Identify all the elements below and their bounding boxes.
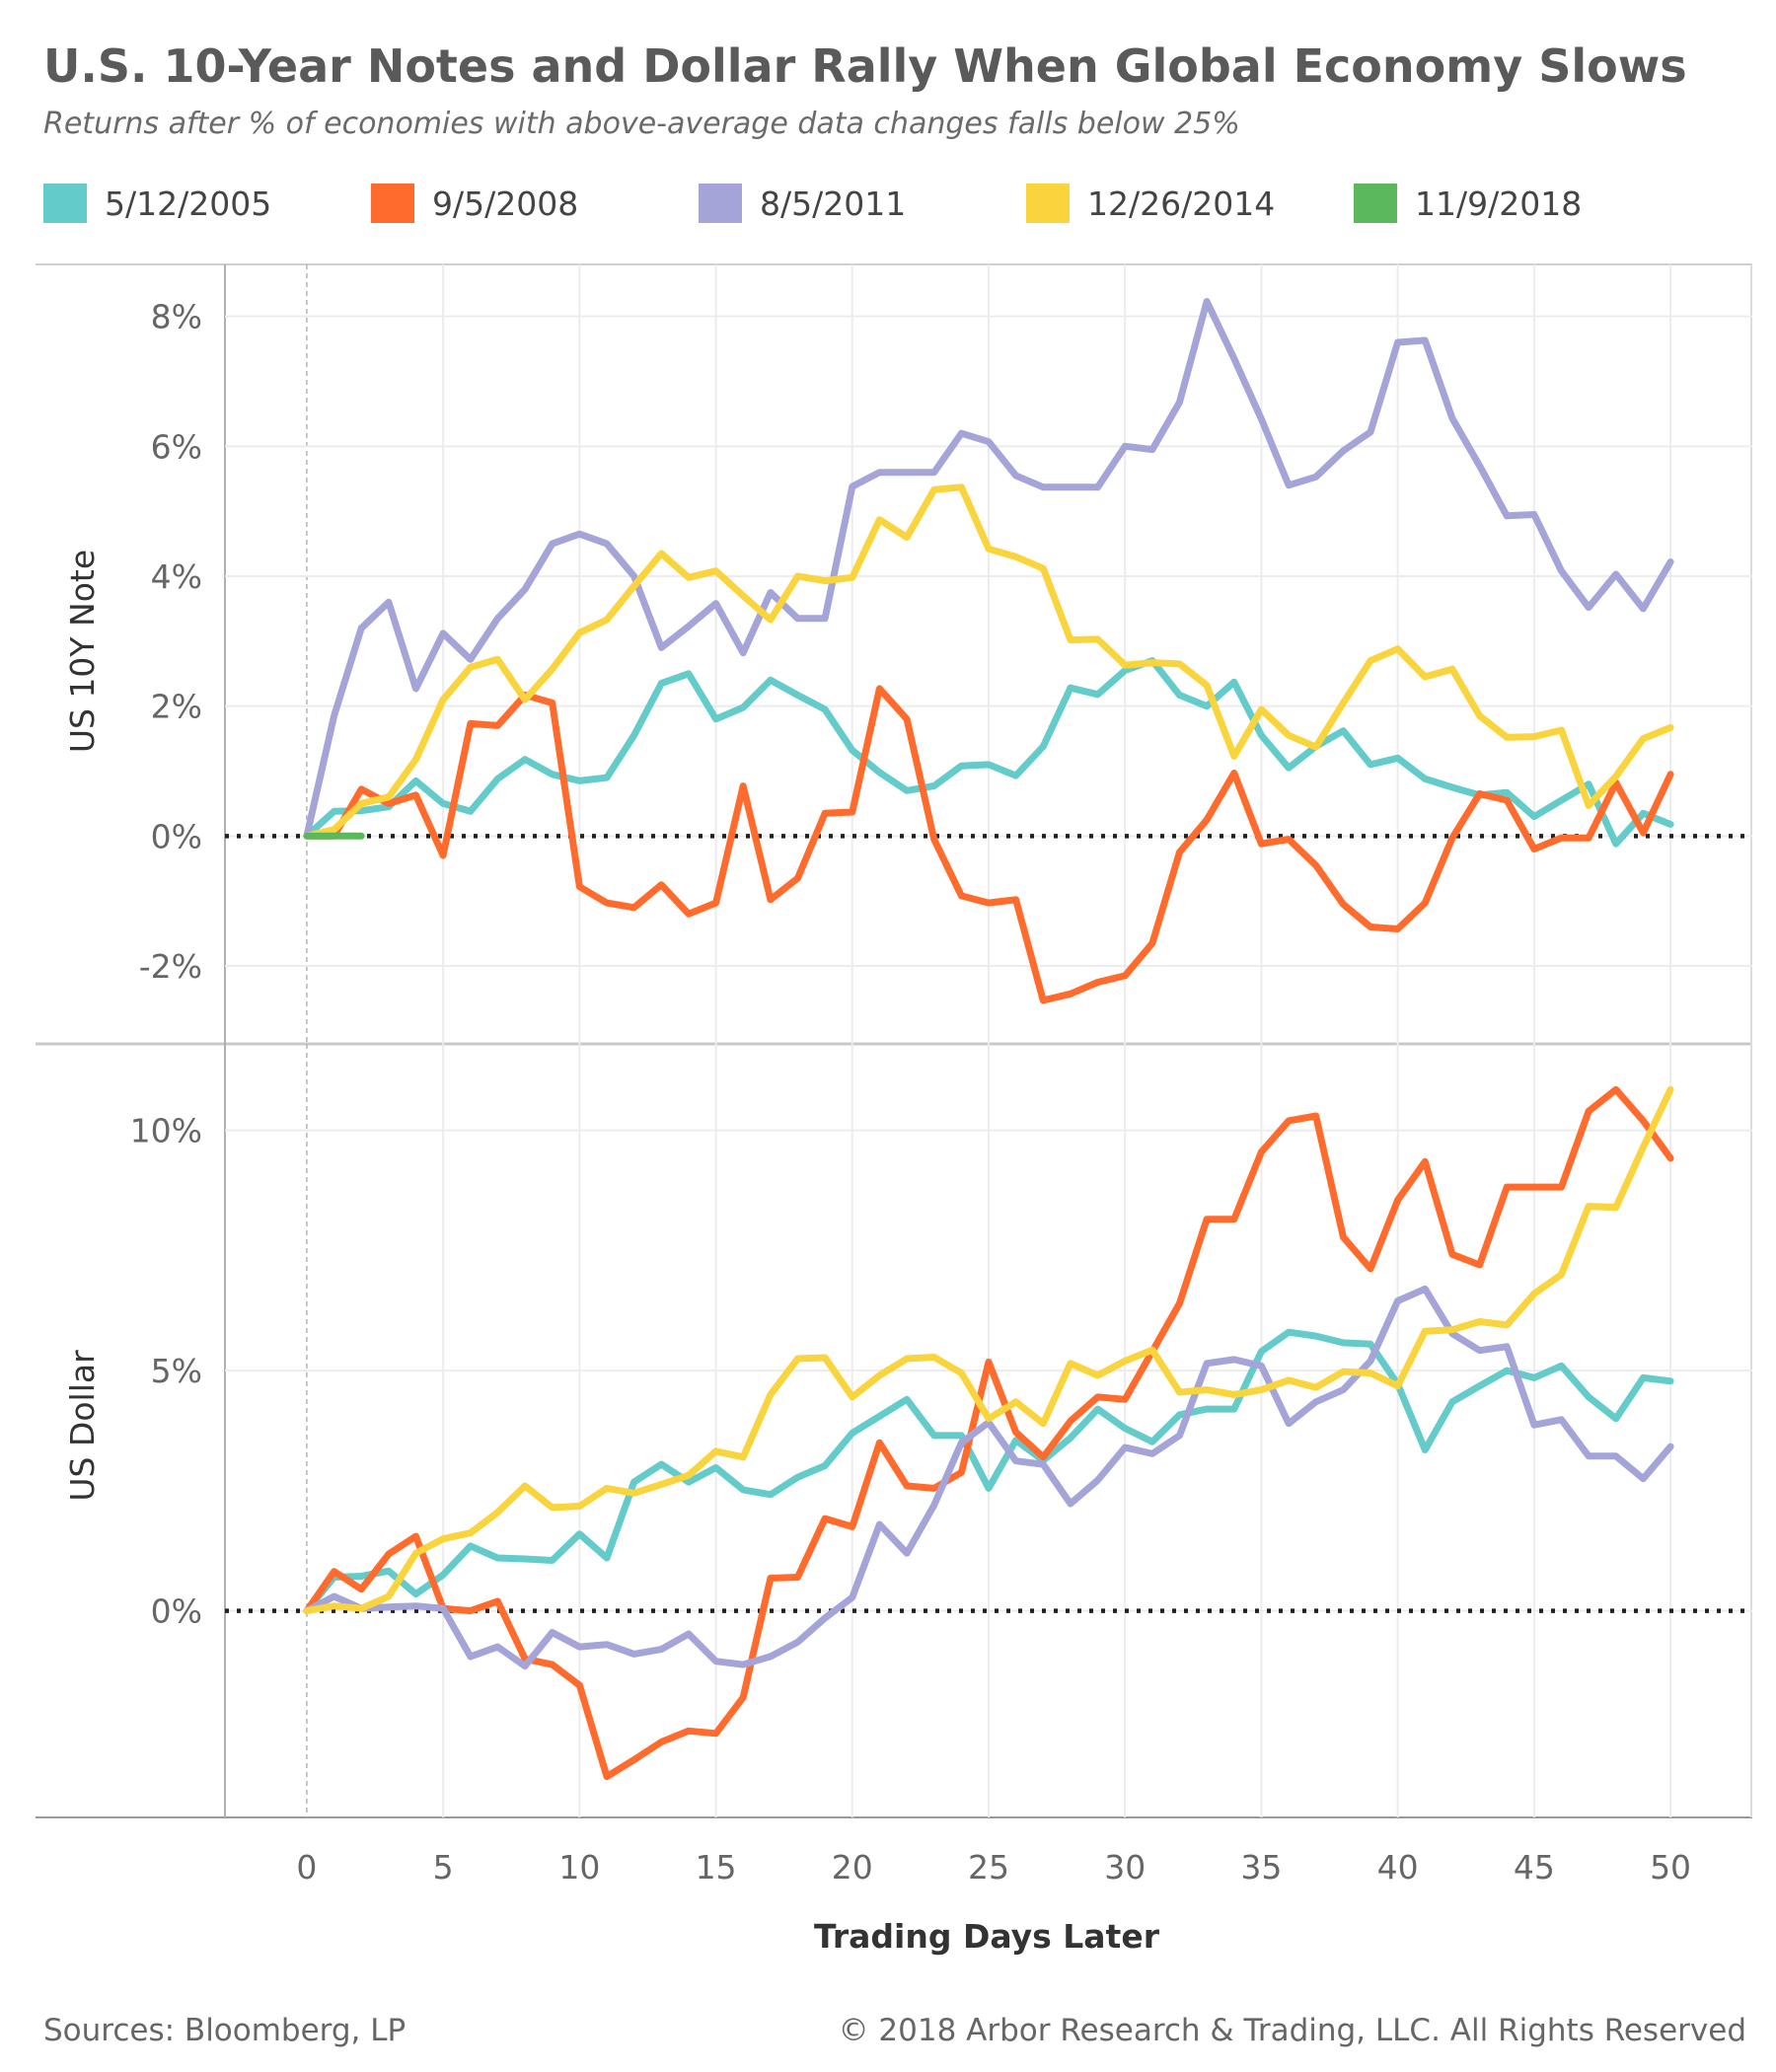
x-axis-label: Trading Days Later [814,1917,1160,1956]
series-line [303,1085,1674,1615]
chart-title: U.S. 10-Year Notes and Dollar Rally When… [43,39,1687,93]
series-line [303,657,1674,848]
y-tick-label: 6% [151,427,202,466]
legend-swatch [1354,184,1397,223]
y-tick-label: 5% [151,1352,202,1390]
chart-subtitle: Returns after % of economies with above-… [43,107,1240,141]
series-line [303,298,1674,840]
x-tick-label: 0 [296,1848,317,1887]
series-line [303,1328,1674,1615]
y-tick-label: -2% [139,947,202,986]
series-line [303,483,1674,840]
legend-swatch [699,184,742,223]
y-axis-label-note: US 10Y Note [63,550,102,753]
legend: 5/12/2005 9/5/2008 8/5/2011 12/26/2014 1… [43,184,1740,227]
legend-item[interactable]: 8/5/2011 [699,184,906,223]
x-tick-label: 45 [1514,1848,1555,1887]
x-tick-label: 50 [1650,1848,1691,1887]
legend-label: 9/5/2008 [432,184,579,223]
x-tick-label: 25 [968,1848,1009,1887]
legend-item[interactable]: 11/9/2018 [1354,184,1582,223]
x-tick-label: 15 [696,1848,737,1887]
y-tick-label: 0% [151,1592,202,1631]
series-line [303,685,1674,1004]
y-tick-label: 0% [151,817,202,855]
footer-source: Sources: Bloomberg, LP [43,2013,407,2048]
y-tick-label: 8% [151,298,202,336]
y-tick-label: 10% [130,1112,202,1150]
x-tick-label: 35 [1240,1848,1282,1887]
legend-item[interactable]: 5/12/2005 [43,184,271,223]
x-tick-label: 10 [558,1848,600,1887]
legend-label: 8/5/2011 [760,184,907,223]
series-line [303,1285,1674,1670]
x-tick-label: 5 [433,1848,454,1887]
legend-label: 12/26/2014 [1087,184,1276,223]
legend-swatch [1026,184,1070,223]
y-tick-label: 2% [151,688,202,726]
series-line [303,1085,1674,1781]
legend-swatch [371,184,414,223]
legend-item[interactable]: 9/5/2008 [371,184,578,223]
y-axis-label-dollar: US Dollar [63,1350,102,1502]
legend-item[interactable]: 12/26/2014 [1026,184,1275,223]
legend-label: 5/12/2005 [105,184,272,223]
x-tick-label: 20 [832,1848,873,1887]
y-tick-label: 4% [151,557,202,596]
footer-copyright: © 2018 Arbor Research & Trading, LLC. Al… [838,2013,1746,2048]
legend-label: 11/9/2018 [1415,184,1583,223]
x-tick-label: 30 [1104,1848,1146,1887]
x-tick-label: 40 [1377,1848,1419,1887]
legend-swatch [43,184,87,223]
